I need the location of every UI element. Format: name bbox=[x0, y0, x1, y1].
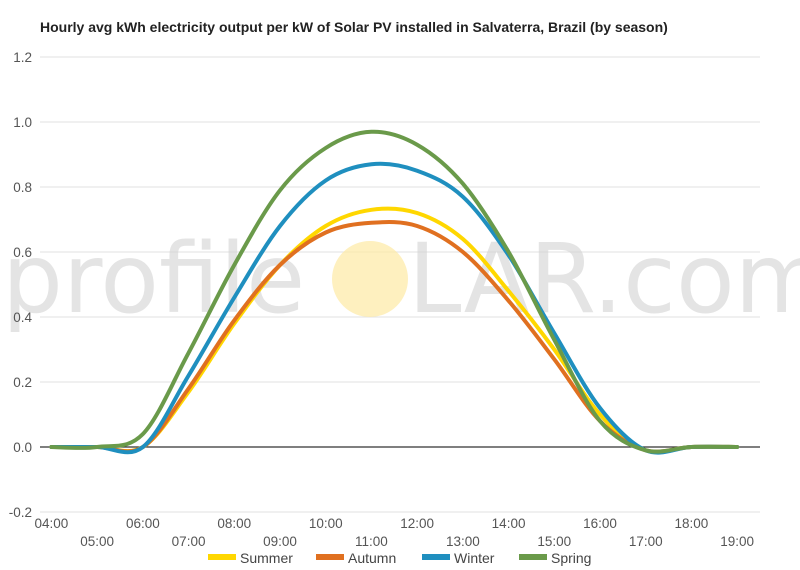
legend-swatch-autumn bbox=[316, 554, 344, 560]
x-tick-label: 19:00 bbox=[720, 534, 754, 549]
watermark-sun bbox=[332, 241, 408, 317]
x-tick-label: 13:00 bbox=[446, 534, 480, 549]
legend-swatch-spring bbox=[519, 554, 547, 560]
series-line-spring bbox=[49, 129, 740, 454]
series-lines bbox=[49, 129, 740, 455]
x-tick-label: 10:00 bbox=[309, 516, 343, 531]
x-tick-label: 18:00 bbox=[675, 516, 709, 531]
chart-title: Hourly avg kWh electricity output per kW… bbox=[40, 19, 668, 35]
x-tick-label: 04:00 bbox=[35, 516, 69, 531]
y-tick-label: 0.8 bbox=[13, 180, 32, 195]
x-tick-label: 08:00 bbox=[217, 516, 251, 531]
legend: Summer Autumn Winter Spring bbox=[208, 550, 591, 566]
y-tick-label: 0.6 bbox=[13, 245, 32, 260]
y-tick-label: 0.4 bbox=[13, 310, 32, 325]
x-tick-label: 09:00 bbox=[263, 534, 297, 549]
legend-label-summer: Summer bbox=[240, 550, 293, 566]
legend-label-winter: Winter bbox=[454, 550, 495, 566]
x-tick-label: 05:00 bbox=[80, 534, 114, 549]
watermark-text-left: profile bbox=[2, 223, 305, 335]
series-line-winter bbox=[49, 161, 740, 455]
watermark-text-right: LAR.com bbox=[408, 223, 800, 335]
x-axis-ticks: 04:00 05:00 06:00 07:00 08:00 09:00 10:00 11:00… bbox=[35, 516, 755, 549]
legend-swatch-summer bbox=[208, 554, 236, 560]
legend-label-spring: Spring bbox=[551, 550, 591, 566]
y-tick-label: 0.2 bbox=[13, 375, 32, 390]
y-tick-label: 1.0 bbox=[13, 115, 32, 130]
x-tick-label: 11:00 bbox=[355, 534, 388, 549]
y-tick-label: -0.2 bbox=[9, 505, 32, 520]
x-tick-label: 12:00 bbox=[400, 516, 434, 531]
legend-swatch-winter bbox=[422, 554, 450, 560]
x-tick-label: 06:00 bbox=[126, 516, 160, 531]
x-tick-label: 17:00 bbox=[629, 534, 663, 549]
watermark: profile LAR.com bbox=[2, 223, 800, 335]
x-tick-label: 14:00 bbox=[492, 516, 526, 531]
x-tick-label: 16:00 bbox=[583, 516, 617, 531]
x-tick-label: 15:00 bbox=[537, 534, 571, 549]
y-tick-label: 1.2 bbox=[13, 50, 32, 65]
x-tick-label: 07:00 bbox=[172, 534, 206, 549]
y-tick-label: 0.0 bbox=[13, 440, 32, 455]
y-axis-ticks: 1.2 1.0 0.8 0.6 0.4 0.2 0.0 -0.2 bbox=[9, 50, 33, 520]
legend-label-autumn: Autumn bbox=[348, 550, 396, 566]
